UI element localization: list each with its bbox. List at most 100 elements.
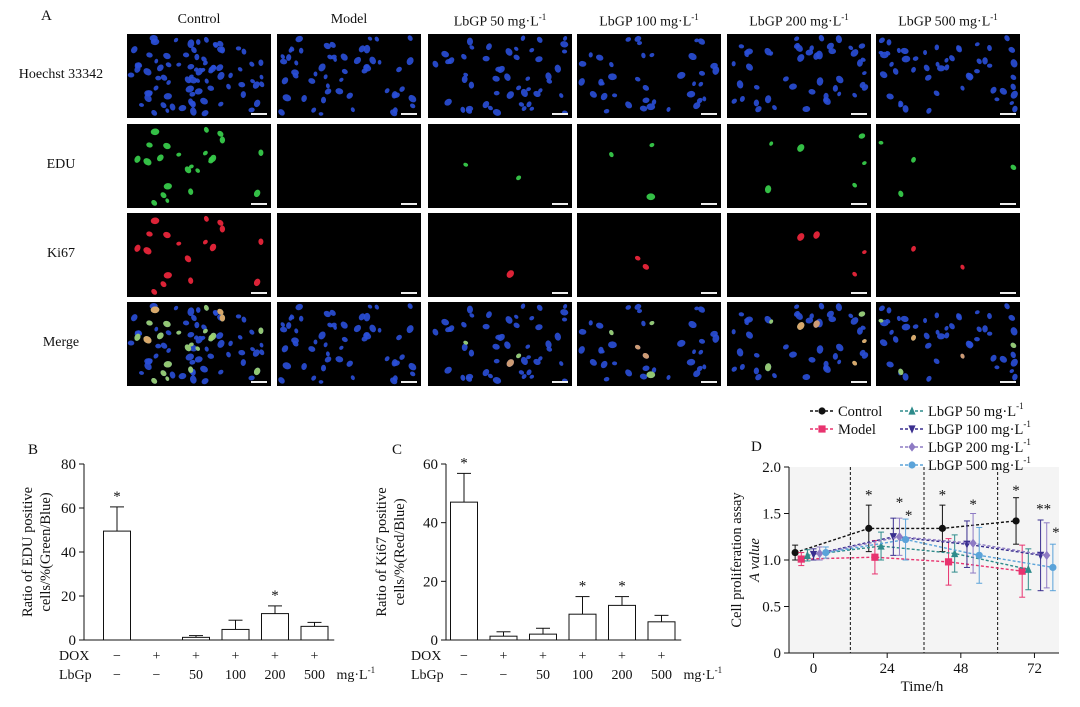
nucleus — [374, 36, 379, 42]
y-axis-label: Ratio of Ki67 positive cells/%(Red/Blue) — [374, 487, 408, 616]
nucleus — [165, 108, 170, 113]
nucleus — [160, 74, 168, 81]
nucleus — [460, 374, 466, 381]
bar — [647, 621, 676, 641]
nucleus — [603, 108, 610, 114]
significance-star: * — [905, 508, 913, 524]
dox-sign: + — [618, 649, 626, 664]
nucleus — [377, 327, 382, 333]
nucleus — [363, 312, 371, 322]
nucleus — [468, 349, 475, 357]
significance-star: ** — [1036, 502, 1051, 518]
nucleus — [169, 103, 176, 111]
nucleus — [755, 374, 762, 381]
nucleus — [200, 97, 208, 105]
scale-bar — [251, 113, 267, 115]
column-header: Control — [177, 12, 221, 27]
nucleus — [339, 77, 344, 82]
nucleus — [769, 319, 774, 324]
lbgp-dose: 500 — [304, 668, 325, 683]
lbgp-dose: − — [460, 668, 468, 683]
nucleus — [589, 359, 597, 366]
nucleus — [639, 373, 648, 380]
scale-bar — [851, 292, 867, 294]
bar — [568, 613, 597, 641]
nucleus — [218, 369, 224, 375]
nucleus — [694, 306, 700, 311]
nucleus — [217, 308, 224, 315]
nucleus — [217, 339, 225, 348]
dose-unit: mg·L-1 — [337, 665, 376, 683]
dox-label: DOX — [59, 649, 89, 664]
nucleus — [188, 342, 194, 347]
scale-bar — [251, 381, 267, 383]
scale-bar — [401, 381, 417, 383]
nucleus — [596, 322, 604, 329]
nucleus — [634, 255, 641, 261]
nucleus — [249, 61, 255, 67]
x-axis-label: Time/h — [901, 679, 944, 695]
nucleus — [259, 349, 265, 356]
nucleus — [646, 103, 656, 111]
scale-bar — [701, 381, 717, 383]
marker — [822, 548, 830, 557]
nucleus — [280, 58, 288, 65]
scale-bar — [401, 203, 417, 205]
nucleus — [823, 360, 829, 368]
nucleus — [960, 85, 965, 91]
nucleus — [513, 54, 520, 61]
nucleus — [163, 272, 172, 279]
nucleus — [487, 373, 493, 379]
marker — [818, 407, 826, 415]
nucleus — [782, 344, 789, 350]
y-tick-label: 1.0 — [762, 553, 781, 569]
nucleus — [447, 57, 455, 64]
nucleus — [259, 74, 264, 80]
nucleus — [173, 305, 179, 311]
nucleus — [237, 335, 243, 340]
nucleus — [912, 56, 919, 61]
nucleus — [1009, 369, 1015, 374]
nucleus — [468, 81, 475, 89]
nucleus — [901, 323, 911, 331]
legend-sup: -1 — [1023, 437, 1031, 447]
y-tick-label: 40 — [61, 545, 76, 561]
nucleus — [789, 83, 797, 90]
nucleus — [207, 353, 215, 359]
nucleus — [176, 62, 182, 67]
scale-bar — [552, 203, 568, 205]
y-tick-label: 80 — [61, 457, 76, 473]
nucleus — [793, 310, 800, 317]
nucleus — [526, 355, 531, 360]
nucleus — [744, 52, 749, 58]
nucleus — [286, 322, 292, 329]
nucleus — [341, 68, 348, 75]
nucleus — [358, 45, 366, 53]
marker — [1012, 517, 1020, 525]
nucleus — [862, 161, 867, 166]
nucleus — [318, 63, 326, 72]
nucleus — [444, 98, 452, 106]
scale-bar — [851, 203, 867, 205]
nucleus — [731, 98, 737, 104]
nucleus — [145, 90, 153, 96]
nucleus — [911, 245, 916, 252]
nucleus — [252, 349, 260, 357]
marker — [871, 553, 879, 561]
nucleus — [139, 370, 144, 375]
nucleus — [837, 91, 842, 97]
legend-label: LbGP 50 mg·L-1 — [928, 401, 1024, 420]
nucleus — [146, 142, 153, 148]
lbgp-label: LbGp — [411, 668, 444, 683]
nucleus — [880, 51, 889, 59]
nucleus — [202, 60, 208, 66]
nucleus — [625, 101, 633, 109]
micrograph-edu — [876, 124, 1020, 208]
nucleus — [350, 107, 355, 113]
micrograph-merge — [277, 302, 421, 386]
nucleus — [898, 190, 904, 197]
lbgp-dose: 500 — [651, 668, 672, 683]
lbgp-dose: 100 — [225, 668, 246, 683]
nucleus — [163, 231, 171, 239]
nucleus — [852, 271, 857, 277]
